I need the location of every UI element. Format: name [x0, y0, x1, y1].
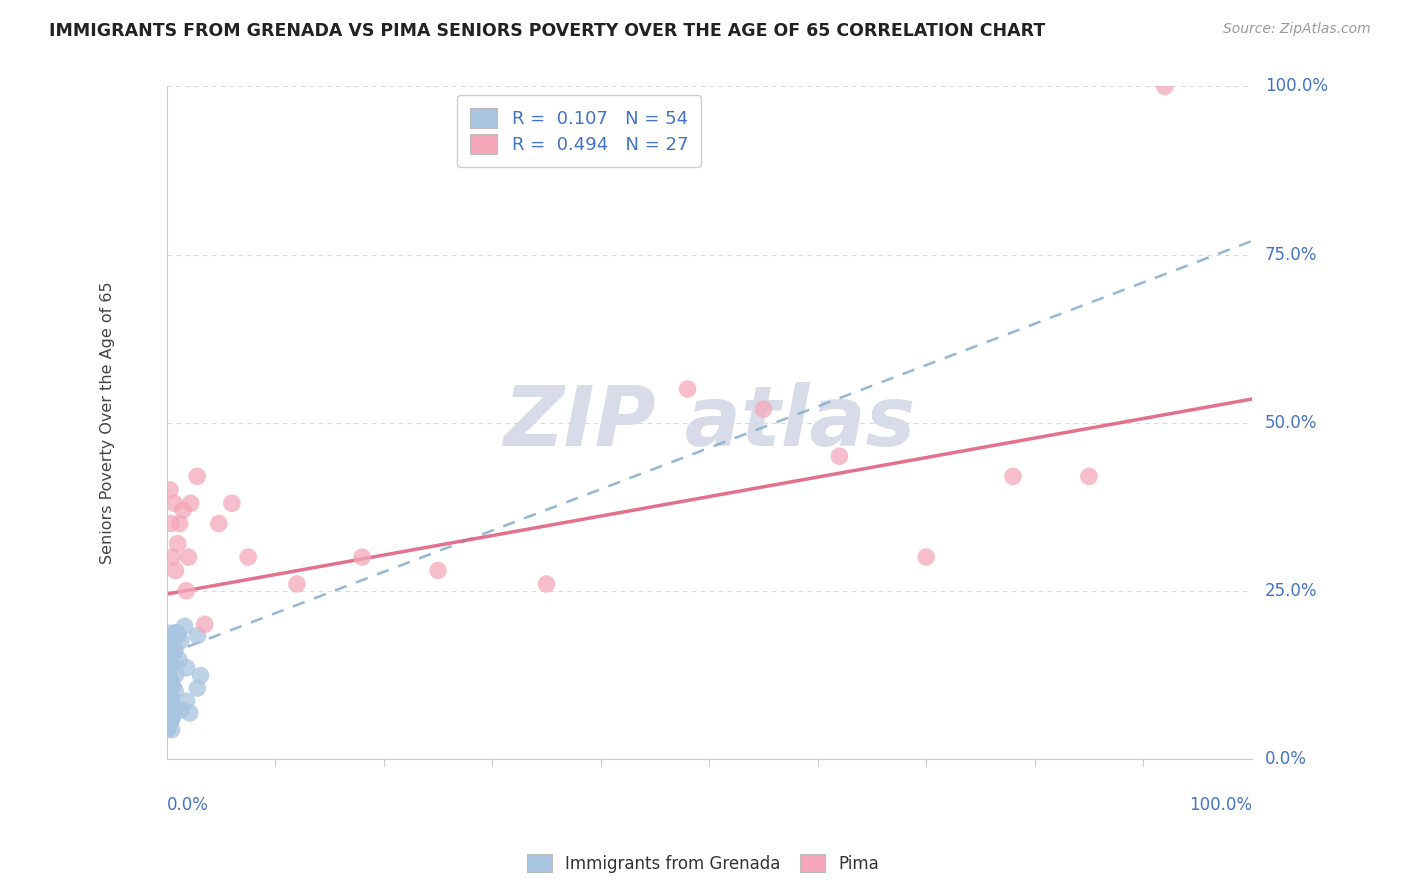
Point	[157, 641, 180, 656]
Point	[160, 723, 183, 737]
Point	[752, 402, 775, 417]
Text: Seniors Poverty Over the Age of 65: Seniors Poverty Over the Age of 65	[100, 281, 115, 564]
Point	[160, 550, 183, 565]
Point	[180, 496, 202, 510]
Point	[157, 632, 180, 646]
Point	[159, 678, 181, 692]
Text: 0.0%: 0.0%	[167, 796, 208, 814]
Point	[194, 617, 217, 632]
Text: 25.0%: 25.0%	[1264, 582, 1317, 599]
Point	[208, 516, 231, 531]
Point	[159, 689, 181, 703]
Point	[159, 699, 181, 714]
Text: IMMIGRANTS FROM GRENADA VS PIMA SENIORS POVERTY OVER THE AGE OF 65 CORRELATION C: IMMIGRANTS FROM GRENADA VS PIMA SENIORS …	[49, 22, 1046, 40]
Point	[828, 449, 851, 463]
Point	[167, 653, 190, 667]
Point	[165, 702, 187, 716]
Text: 100.0%: 100.0%	[1188, 796, 1251, 814]
Point	[159, 715, 181, 730]
Point	[163, 496, 186, 510]
Point	[159, 636, 181, 650]
Point	[156, 629, 179, 643]
Point	[170, 633, 193, 648]
Point	[156, 643, 179, 657]
Point	[157, 656, 180, 670]
Point	[157, 716, 180, 731]
Text: Source: ZipAtlas.com: Source: ZipAtlas.com	[1223, 22, 1371, 37]
Point	[170, 703, 193, 717]
Point	[179, 706, 201, 720]
Point	[156, 722, 179, 736]
Point	[1153, 79, 1175, 94]
Point	[352, 550, 374, 565]
Point	[165, 667, 187, 681]
Point	[160, 647, 183, 661]
Point	[157, 664, 180, 678]
Point	[160, 673, 183, 687]
Point	[1001, 469, 1024, 483]
Point	[176, 583, 198, 598]
Point	[190, 668, 212, 682]
Point	[186, 469, 208, 483]
Point	[157, 648, 180, 662]
Point	[163, 644, 186, 658]
Point	[157, 668, 180, 682]
Point	[236, 550, 259, 565]
Point	[157, 689, 180, 703]
Text: 50.0%: 50.0%	[1264, 414, 1317, 432]
Point	[165, 683, 187, 698]
Point	[176, 694, 198, 708]
Point	[169, 516, 191, 531]
Point	[176, 661, 198, 675]
Point	[160, 657, 183, 671]
Legend: Immigrants from Grenada, Pima: Immigrants from Grenada, Pima	[520, 847, 886, 880]
Point	[160, 712, 183, 726]
Point	[165, 564, 187, 578]
Text: 75.0%: 75.0%	[1264, 245, 1317, 263]
Point	[162, 711, 184, 725]
Text: 0.0%: 0.0%	[1264, 750, 1306, 768]
Text: 100.0%: 100.0%	[1264, 78, 1327, 95]
Point	[676, 382, 699, 396]
Point	[221, 496, 243, 510]
Text: ZIP atlas: ZIP atlas	[503, 382, 915, 463]
Point	[285, 577, 308, 591]
Point	[536, 577, 558, 591]
Point	[166, 536, 188, 550]
Point	[160, 692, 183, 706]
Legend: R =  0.107   N = 54, R =  0.494   N = 27: R = 0.107 N = 54, R = 0.494 N = 27	[457, 95, 700, 167]
Point	[159, 640, 181, 655]
Point	[427, 564, 450, 578]
Point	[157, 690, 180, 705]
Point	[915, 550, 938, 565]
Point	[186, 681, 208, 696]
Point	[163, 640, 186, 655]
Point	[162, 679, 184, 693]
Point	[160, 516, 183, 531]
Point	[163, 626, 186, 640]
Point	[1077, 469, 1099, 483]
Point	[166, 628, 188, 642]
Point	[160, 690, 183, 705]
Point	[157, 656, 180, 670]
Point	[157, 717, 180, 731]
Point	[156, 698, 179, 712]
Point	[157, 646, 180, 660]
Point	[187, 628, 209, 642]
Point	[159, 637, 181, 651]
Point	[157, 721, 180, 735]
Point	[166, 625, 188, 640]
Point	[159, 483, 181, 497]
Point	[172, 503, 194, 517]
Point	[157, 671, 180, 685]
Point	[159, 626, 181, 640]
Point	[177, 550, 200, 565]
Point	[173, 619, 195, 633]
Point	[156, 712, 179, 726]
